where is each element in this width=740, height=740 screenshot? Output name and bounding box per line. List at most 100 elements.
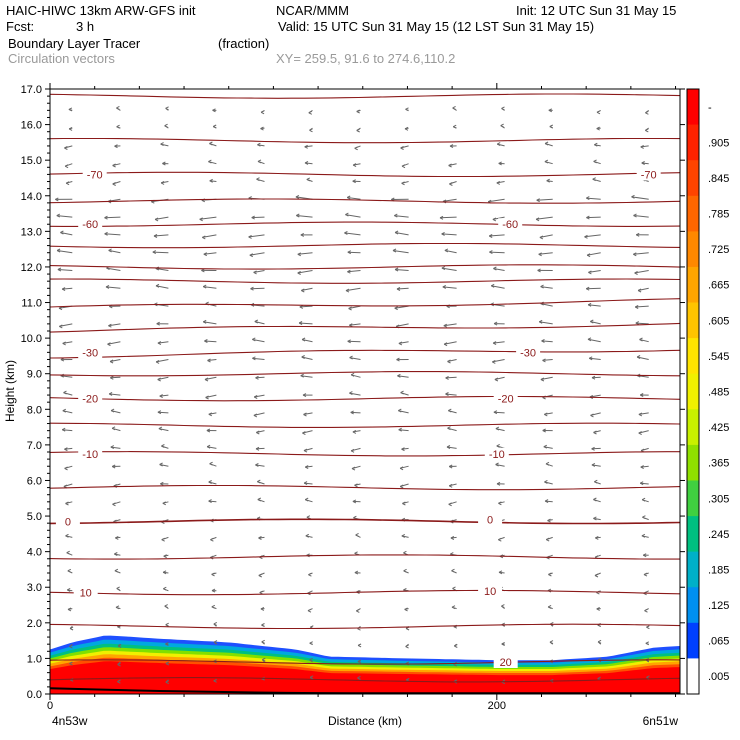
vector-head-15-3 bbox=[208, 412, 213, 417]
colorbar-label-15: .065 bbox=[708, 636, 729, 648]
colorbar-swatch-10 bbox=[687, 444, 699, 481]
vector-head-29-6 bbox=[352, 163, 357, 168]
vector-head-8-10 bbox=[545, 537, 550, 542]
vector-head-13-9 bbox=[496, 443, 500, 448]
vector-head-27-6 bbox=[346, 195, 351, 200]
vector-head-6-1 bbox=[114, 568, 119, 573]
vector-19-9 bbox=[493, 341, 505, 344]
vector-head-31-8 bbox=[452, 124, 457, 129]
vector-head-31-3 bbox=[212, 124, 217, 129]
vector-head-4-0 bbox=[67, 607, 72, 612]
vector-head-2-8 bbox=[454, 644, 458, 648]
vector-head-17-1 bbox=[110, 375, 114, 380]
vector-18-3 bbox=[207, 359, 217, 361]
vector-head-29-3 bbox=[208, 159, 212, 164]
vector-head-22-5 bbox=[301, 288, 305, 293]
vector-head-22-3 bbox=[202, 284, 207, 289]
y-tick-label-15: 15.0 bbox=[21, 155, 42, 167]
y-axis: 0.0 1.0 2.0 3.0 4.0 5.0 6.0 7.0 8.0 9.0 10.0 11.0 12… bbox=[21, 84, 685, 701]
contour-18 bbox=[49, 198, 681, 204]
vector-head-27-11 bbox=[586, 196, 590, 201]
vector-head-12-5 bbox=[304, 465, 309, 470]
vector-head-10-5 bbox=[304, 497, 309, 502]
vector-24-10 bbox=[538, 252, 553, 255]
contour-label-bg-1 bbox=[636, 168, 661, 181]
contour-label-3: -60 bbox=[502, 219, 518, 231]
vector-head-29-12 bbox=[641, 161, 645, 165]
vector-head-30-9 bbox=[496, 142, 501, 147]
contour-label-bg-2 bbox=[78, 218, 103, 231]
field-units: (fraction) bbox=[218, 36, 270, 51]
vector-head-4-8 bbox=[451, 605, 456, 610]
vector-head-28-9 bbox=[496, 180, 501, 185]
vector-head-15-0 bbox=[62, 408, 67, 413]
vector-head-8-1 bbox=[115, 535, 119, 540]
vector-head-23-8 bbox=[441, 266, 446, 271]
vector-head-24-2 bbox=[152, 250, 157, 255]
vector-head-10-9 bbox=[498, 501, 502, 506]
vector-head-5-0 bbox=[66, 587, 71, 592]
vector-head-26-3 bbox=[199, 217, 203, 222]
vector-26-4 bbox=[251, 216, 265, 219]
vector-head-28-5 bbox=[306, 177, 311, 182]
vector-head-30-5 bbox=[304, 144, 308, 149]
vector-head-0-3 bbox=[213, 678, 217, 683]
vector-18-2 bbox=[156, 359, 169, 363]
contour-8 bbox=[49, 422, 681, 428]
init-time: Init: 12 UTC Sun 31 May 15 bbox=[516, 3, 677, 18]
vector-head-25-4 bbox=[248, 234, 252, 239]
vector-head-6-11 bbox=[594, 573, 599, 578]
vector-head-27-12 bbox=[631, 194, 635, 199]
contour-label-bg-11 bbox=[478, 513, 503, 526]
vector-head-6-3 bbox=[211, 572, 215, 577]
vector-24-4 bbox=[249, 252, 265, 256]
vector-head-5-1 bbox=[116, 586, 120, 591]
vector-head-23-0 bbox=[57, 267, 62, 272]
vector-head-8-9 bbox=[498, 537, 502, 542]
vector-head-11-6 bbox=[354, 483, 358, 488]
vector-head-25-7 bbox=[394, 230, 399, 235]
vector-head-28-6 bbox=[352, 179, 356, 184]
vector-head-16-12 bbox=[639, 393, 644, 397]
vector-head-24-8 bbox=[444, 248, 449, 253]
vector-head-3-12 bbox=[646, 625, 650, 630]
vector-22-10 bbox=[540, 286, 553, 289]
vector-head-4-6 bbox=[356, 608, 360, 613]
vector-25-9 bbox=[489, 234, 505, 237]
contour-label-0: -70 bbox=[87, 169, 103, 181]
colorbar-label-6: .605 bbox=[708, 315, 729, 327]
vector-26-8 bbox=[439, 216, 457, 219]
contour-6 bbox=[49, 484, 681, 491]
vector-20-8 bbox=[443, 323, 457, 327]
vector-head-4-12 bbox=[644, 608, 648, 613]
vector-head-23-12 bbox=[634, 271, 638, 275]
vector-head-22-6 bbox=[345, 288, 350, 293]
contour-label-9: -10 bbox=[489, 449, 505, 461]
vector-head-4-1 bbox=[115, 605, 120, 610]
vector-24-6 bbox=[347, 251, 361, 254]
vector-head-32-5 bbox=[308, 110, 313, 115]
vector-head-4-2 bbox=[164, 604, 168, 609]
vector-head-12-9 bbox=[495, 462, 499, 467]
vector-17-7 bbox=[397, 375, 409, 378]
colorbar-label-2: .845 bbox=[708, 173, 729, 185]
vector-head-5-2 bbox=[163, 586, 167, 591]
colorbar-swatch-15 bbox=[687, 622, 699, 659]
x-axis: 0 200 bbox=[47, 83, 677, 712]
contour-11 bbox=[49, 349, 681, 359]
vector-17-5 bbox=[300, 375, 313, 378]
vector-26-10 bbox=[536, 216, 553, 220]
vector-head-24-11 bbox=[586, 253, 591, 258]
contour-label-5: -30 bbox=[520, 347, 536, 359]
contour-label-6: -20 bbox=[82, 394, 98, 406]
vector-head-14-9 bbox=[495, 426, 500, 431]
vector-head-22-1 bbox=[105, 284, 110, 289]
vector-head-30-8 bbox=[449, 144, 454, 149]
vector-head-20-3 bbox=[202, 319, 207, 324]
colorbar-swatch-6 bbox=[687, 302, 699, 339]
vector-head-2-5 bbox=[309, 641, 313, 646]
vector-head-1-5 bbox=[309, 657, 313, 662]
y-tick-label-1: 1.0 bbox=[27, 653, 42, 665]
vector-head-14-10 bbox=[542, 428, 546, 433]
vector-head-24-6 bbox=[347, 250, 352, 255]
